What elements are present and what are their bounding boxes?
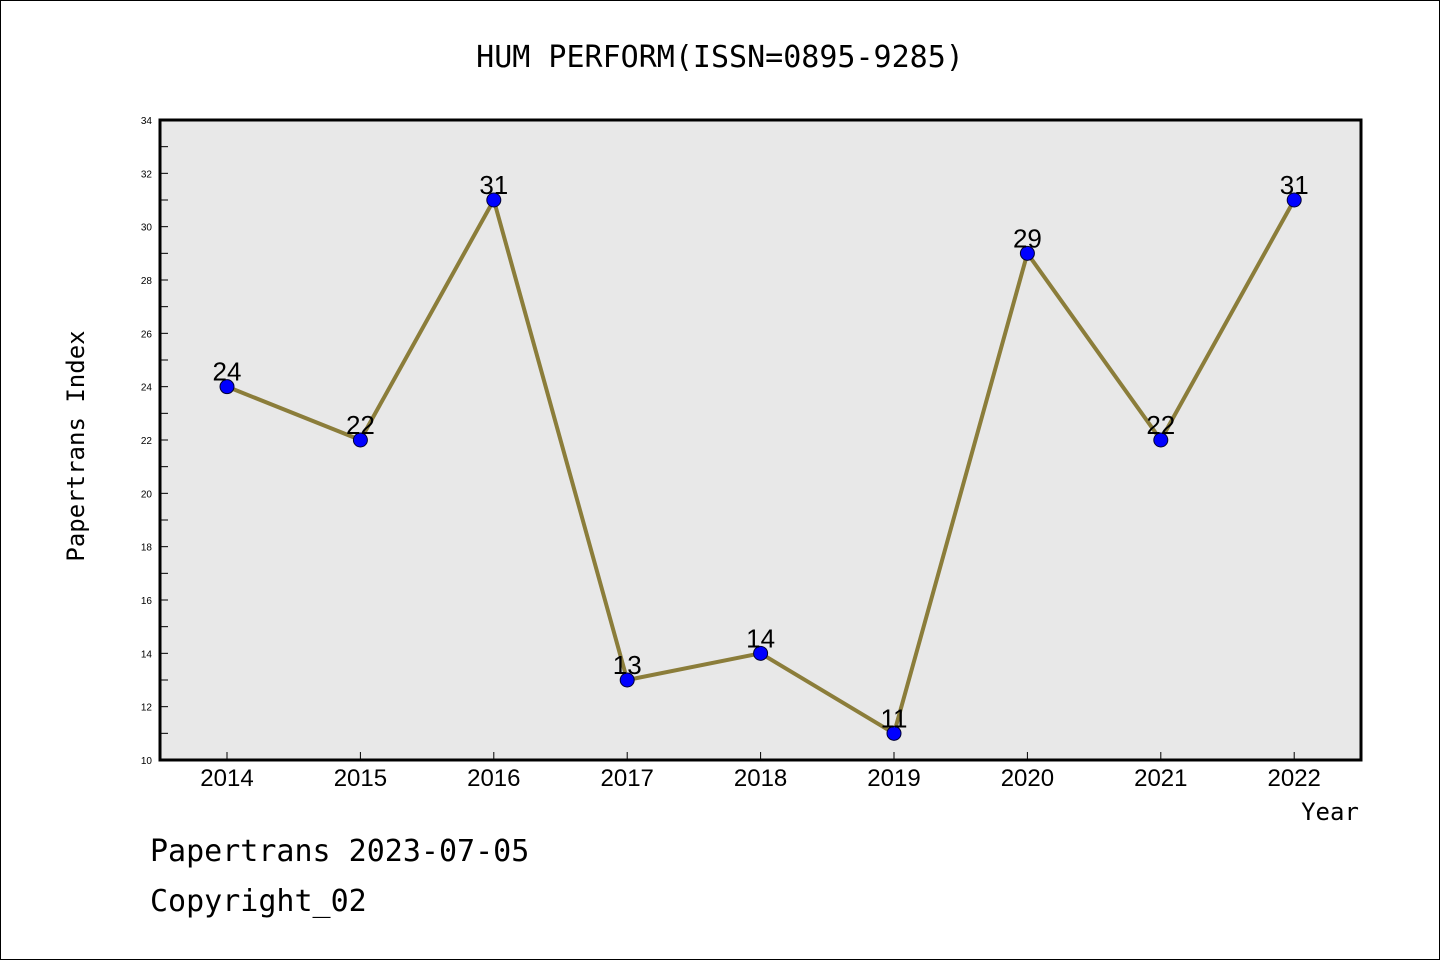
footer-date: Papertrans 2023-07-05 xyxy=(150,834,530,869)
x-tick-label: 2015 xyxy=(334,765,387,792)
data-point xyxy=(886,725,902,741)
data-point xyxy=(1019,245,1035,261)
y-axis: 10 12 14 16 18 20 22 24 26 28 30 32 34 xyxy=(141,116,168,767)
x-tick-label: 2017 xyxy=(601,765,654,792)
y-tick-label: 22 xyxy=(141,436,153,447)
chart-title: HUM PERFORM(ISSN=0895-9285) xyxy=(476,40,964,75)
x-tick-label: 2014 xyxy=(200,765,253,792)
data-label: 31 xyxy=(479,170,508,200)
y-tick-label: 12 xyxy=(141,703,153,714)
y-tick-label: 16 xyxy=(141,596,153,607)
x-tick-label: 2018 xyxy=(734,765,787,792)
x-tick-label: 2019 xyxy=(867,765,920,792)
y-tick-label: 30 xyxy=(141,223,153,234)
data-point xyxy=(352,432,368,448)
data-label: 14 xyxy=(746,623,775,653)
y-axis-label: Papertrans Index xyxy=(62,330,90,561)
y-tick-label: 10 xyxy=(141,756,153,767)
data-label: 11 xyxy=(881,703,908,733)
data-label: 31 xyxy=(1280,170,1309,200)
y-tick-label: 34 xyxy=(141,116,153,127)
x-axis-label: Year xyxy=(1301,798,1359,826)
y-tick-label: 20 xyxy=(141,489,153,500)
y-tick-label: 24 xyxy=(141,383,153,394)
y-tick-label: 14 xyxy=(141,649,153,660)
data-labels: 24 22 31 13 14 11 29 22 31 xyxy=(213,170,1309,733)
x-tick-label: 2021 xyxy=(1134,765,1187,792)
x-axis: 2014 2015 2016 2017 2018 2019 2020 2021 2022 xyxy=(200,752,1321,792)
series-points xyxy=(219,192,1302,741)
x-tick-label: 2020 xyxy=(1001,765,1054,792)
data-point xyxy=(619,672,635,688)
y-tick-label: 32 xyxy=(141,169,153,180)
data-label: 22 xyxy=(346,410,375,440)
plot-area xyxy=(160,120,1361,760)
data-point xyxy=(1286,192,1302,208)
data-point xyxy=(753,645,769,661)
data-label: 22 xyxy=(1146,410,1175,440)
data-label: 13 xyxy=(613,650,642,680)
data-point xyxy=(219,379,235,395)
y-tick-label: 28 xyxy=(141,276,153,287)
data-label: 24 xyxy=(213,357,242,387)
data-point xyxy=(1153,432,1169,448)
x-tick-label: 2016 xyxy=(467,765,520,792)
footer-copyright: Copyright_02 xyxy=(150,884,367,919)
data-label: 29 xyxy=(1013,223,1042,253)
data-point xyxy=(486,192,502,208)
y-tick-label: 18 xyxy=(141,543,153,554)
y-tick-label: 26 xyxy=(141,329,153,340)
x-tick-label: 2022 xyxy=(1268,765,1321,792)
plot-border xyxy=(158,118,1363,762)
